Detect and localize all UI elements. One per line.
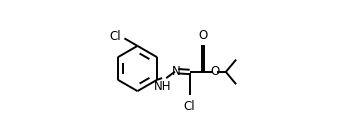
Text: Cl: Cl <box>184 100 195 113</box>
Text: NH: NH <box>154 80 171 93</box>
Text: Cl: Cl <box>109 31 121 43</box>
Text: O: O <box>198 29 207 42</box>
Text: N: N <box>172 65 181 78</box>
Text: O: O <box>210 65 219 78</box>
